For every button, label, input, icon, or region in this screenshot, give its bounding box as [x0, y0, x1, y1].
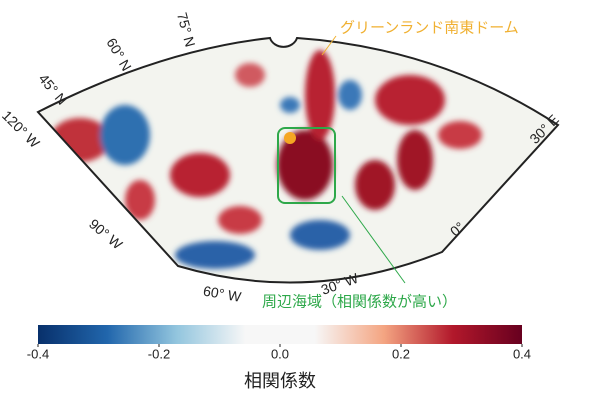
leader-line [341, 195, 406, 284]
colorbar-label: 相関係数 [244, 371, 316, 392]
annotation: グリーンランド南東ドーム [340, 19, 519, 37]
lat-label: 75° N [174, 11, 199, 49]
region-box [277, 127, 336, 204]
tick-label: 0.4 [513, 346, 531, 361]
dome-marker [284, 132, 296, 144]
tick-label: -0.2 [148, 346, 170, 361]
tick-label: -0.4 [27, 346, 49, 361]
annotation: 周辺海域（相関係数が高い） [262, 293, 457, 311]
correlation-field [50, 50, 482, 269]
lon-label: 60° W [202, 283, 243, 306]
leader-line [321, 35, 337, 56]
colorbar [38, 325, 522, 344]
map-outline [36, 36, 560, 284]
lon-label: 120° W [0, 107, 43, 151]
lon-label: 90° W [86, 216, 126, 253]
tick-label: 0.0 [271, 346, 289, 361]
lat-label: 60° N [103, 35, 134, 73]
tick-label: 0.2 [392, 346, 410, 361]
